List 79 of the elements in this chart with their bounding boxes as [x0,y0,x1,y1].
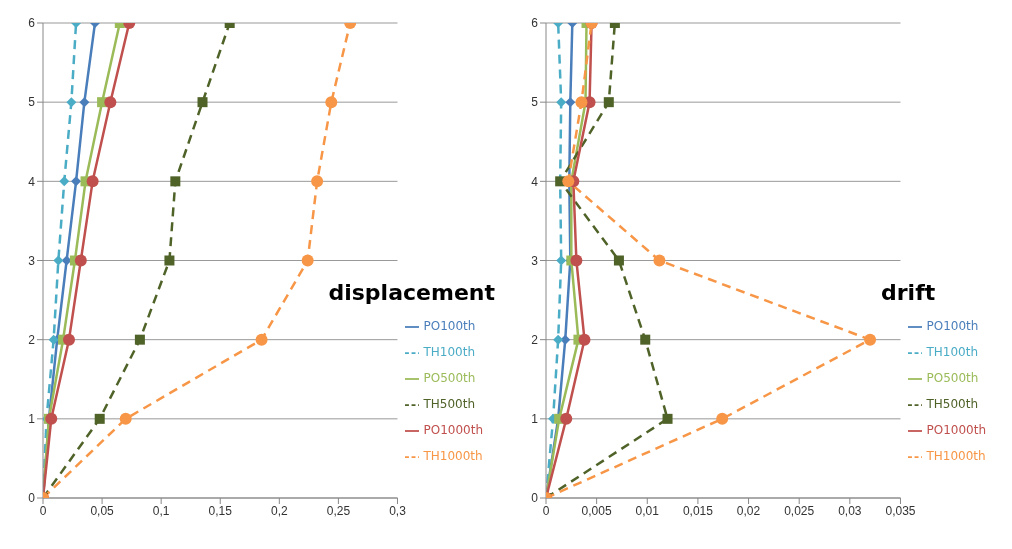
point [603,97,614,108]
x-tick-label: 0,03 [838,503,862,518]
legend-label: TH1000th [423,449,483,463]
y-tick-label: 5 [28,95,36,110]
point [864,333,877,346]
x-tick-label: 0,1 [152,503,170,518]
legend-label: TH500th [926,397,979,411]
point [578,333,591,346]
legend-label: TH500th [423,397,476,411]
point [104,96,117,109]
y-tick-label: 6 [28,16,36,31]
x-tick-label: 0,025 [784,503,815,518]
point [301,254,314,267]
legend-label: PO100th [926,319,979,333]
point [48,334,59,345]
point [640,334,651,345]
legend-label: TH100th [423,345,476,359]
x-tick-label: 0,01 [635,503,660,518]
x-tick-label: 0,3 [389,503,407,518]
text: displacement [328,280,496,305]
legend-label: TH1000th [926,449,986,463]
point [575,96,588,109]
x-tick-label: 0,035 [885,503,916,518]
x-tick-label: 0,2 [270,503,288,518]
y-tick-label: 1 [531,412,539,427]
point [556,97,567,108]
x-tick-label: 0,25 [326,503,351,518]
point [164,255,175,266]
x-tick-label: 0 [39,503,47,518]
legend-label: TH100th [926,345,979,359]
point [53,255,64,266]
point [197,97,208,108]
point [556,255,567,266]
point [325,96,338,109]
y-tick-label: 5 [531,95,539,110]
y-tick-label: 3 [28,253,36,268]
y-tick-label: 0 [531,491,539,506]
x-tick-label: 0,05 [90,503,115,518]
point [71,176,82,187]
point [653,254,666,267]
point [170,176,181,187]
point [59,176,70,187]
point [716,412,729,425]
point [86,175,99,188]
point [119,412,132,425]
point [74,254,87,267]
point [570,254,583,267]
y-tick-label: 1 [28,412,36,427]
point [560,412,573,425]
point [255,333,268,346]
legend-label: PO100th [423,319,476,333]
x-tick-label: 0,015 [682,503,714,518]
legend-label: PO500th [926,371,979,385]
y-tick-label: 3 [531,253,539,268]
x-tick-label: 0,02 [736,503,761,518]
point [134,334,145,345]
x-tick-label: 0,005 [581,503,612,518]
legend-label: PO500th [423,371,476,385]
point [311,175,324,188]
y-tick-label: 2 [531,332,539,347]
legend-label: PO1000th [926,423,986,437]
point [79,97,90,108]
point [662,413,673,424]
y-tick-label: 0 [28,491,36,506]
point [45,412,58,425]
y-tick-label: 6 [531,16,539,31]
point [62,333,75,346]
y-tick-label: 4 [531,174,539,189]
point [565,97,576,108]
point [66,97,77,108]
point [613,255,624,266]
y-tick-label: 2 [28,332,36,347]
y-tick-label: 4 [28,174,36,189]
text: drift [881,280,936,305]
point [553,334,564,345]
x-tick-label: 0 [542,503,550,518]
x-tick-label: 0,15 [208,503,233,518]
point [94,413,105,424]
legend-label: PO1000th [423,423,483,437]
